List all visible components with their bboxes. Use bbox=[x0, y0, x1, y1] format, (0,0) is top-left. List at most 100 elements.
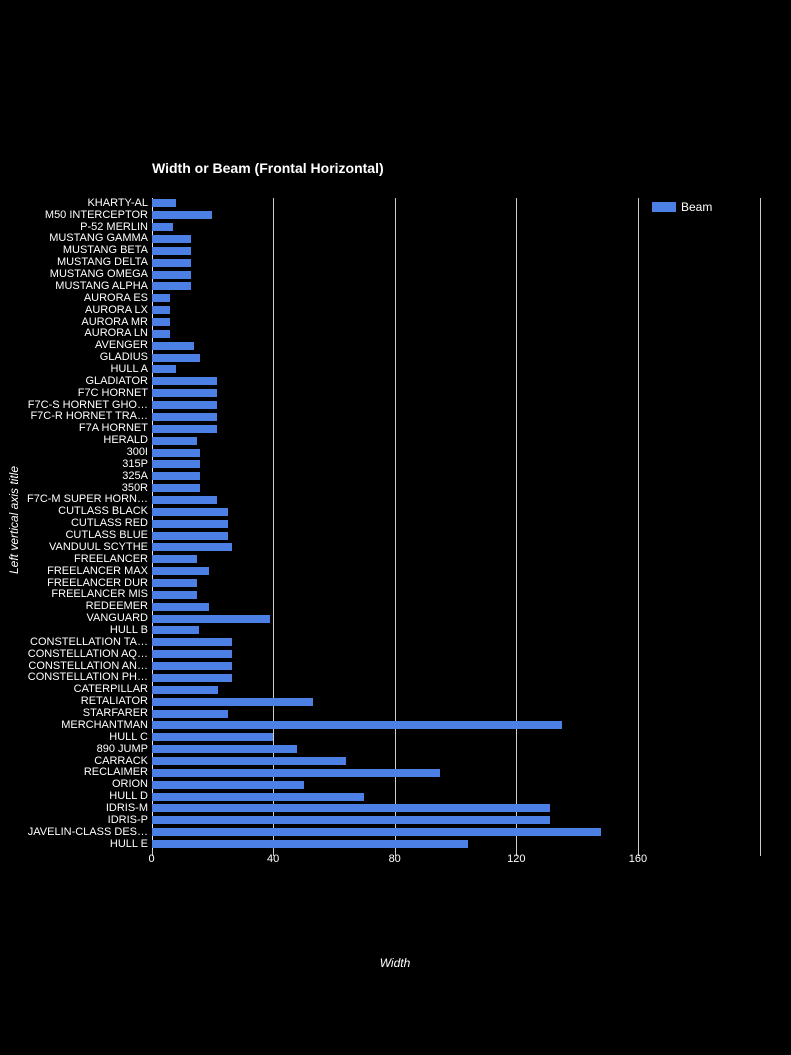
bar bbox=[151, 816, 550, 825]
category-label: REDEEMER bbox=[85, 600, 148, 613]
gridline bbox=[273, 198, 275, 850]
category-label: CONSTELLATION AQ… bbox=[27, 647, 148, 660]
category-label: GLADIUS bbox=[99, 351, 148, 363]
bar bbox=[151, 709, 228, 718]
category-label: RETALIATOR bbox=[80, 695, 148, 708]
bar bbox=[151, 567, 210, 576]
bar bbox=[151, 602, 210, 611]
category-label: STARFARER bbox=[82, 707, 148, 719]
category-label: HERALD bbox=[103, 434, 148, 447]
bar bbox=[151, 721, 562, 730]
category-label: F7C HORNET bbox=[77, 386, 148, 399]
bar bbox=[151, 673, 233, 682]
x-axis-title: Width bbox=[379, 956, 411, 970]
bar bbox=[151, 780, 304, 789]
bar bbox=[151, 412, 217, 421]
x-axis-tick bbox=[759, 850, 761, 856]
category-label: F7C-S HORNET GHO… bbox=[27, 398, 148, 411]
category-label: CONSTELLATION AN… bbox=[28, 659, 148, 672]
category-label: 890 JUMP bbox=[96, 742, 148, 755]
category-label: HULL A bbox=[110, 362, 148, 375]
category-label: HULL E bbox=[109, 837, 148, 850]
category-label: GLADIATOR bbox=[85, 374, 148, 387]
category-label: MUSTANG OMEGA bbox=[49, 268, 148, 280]
bar bbox=[151, 685, 219, 694]
category-label: 325A bbox=[122, 469, 148, 482]
category-label: AURORA ES bbox=[83, 291, 148, 304]
category-label: JAVELIN-CLASS DES… bbox=[27, 825, 148, 838]
bar bbox=[151, 472, 201, 481]
category-label: HULL D bbox=[109, 790, 148, 802]
bar bbox=[151, 306, 170, 315]
bar bbox=[151, 424, 217, 433]
category-label: AURORA MR bbox=[81, 315, 148, 328]
category-label: F7C-M SUPER HORN… bbox=[26, 493, 148, 506]
category-label: AURORA LX bbox=[85, 303, 148, 316]
bar bbox=[151, 234, 191, 243]
bar bbox=[151, 436, 198, 445]
category-label: AVENGER bbox=[95, 339, 148, 352]
category-label: KHARTY-AL bbox=[87, 196, 148, 209]
gridline bbox=[637, 198, 639, 850]
bar bbox=[151, 270, 191, 279]
bar bbox=[151, 626, 199, 635]
bar bbox=[151, 519, 228, 528]
category-label: MUSTANG GAMMA bbox=[49, 232, 148, 245]
bar bbox=[151, 757, 347, 765]
bar bbox=[151, 768, 441, 777]
category-label: CONSTELLATION TA… bbox=[30, 635, 148, 648]
bar bbox=[151, 662, 233, 670]
bar bbox=[151, 377, 217, 386]
category-label: MERCHANTMAN bbox=[61, 718, 148, 731]
category-label: CUTLASS RED bbox=[70, 517, 148, 530]
category-label: FREELANCER DUR bbox=[47, 576, 148, 589]
x-tick-label: 80 bbox=[388, 853, 401, 865]
bar bbox=[151, 733, 274, 742]
category-label: FREELANCER MIS bbox=[51, 588, 148, 601]
category-label: AURORA LN bbox=[84, 327, 148, 340]
category-label: MUSTANG BETA bbox=[62, 244, 148, 257]
category-label: F7A HORNET bbox=[78, 422, 148, 435]
chart-title: Width or Beam (Frontal Horizontal) bbox=[152, 160, 384, 176]
bar bbox=[151, 365, 176, 374]
bar bbox=[151, 353, 201, 362]
category-label: CATERPILLAR bbox=[73, 683, 148, 696]
bar bbox=[151, 282, 191, 291]
category-label: MUSTANG ALPHA bbox=[55, 279, 148, 292]
x-axis-tick bbox=[394, 850, 396, 856]
bar bbox=[151, 543, 233, 552]
legend-swatch-beam bbox=[652, 202, 676, 212]
category-label: VANDUUL SCYTHE bbox=[48, 540, 148, 553]
bar bbox=[151, 341, 195, 350]
category-label: 315P bbox=[122, 457, 148, 470]
bar bbox=[151, 460, 201, 469]
bar bbox=[151, 389, 217, 398]
x-axis-tick bbox=[516, 850, 518, 856]
legend-label: Beam bbox=[681, 200, 713, 214]
bar bbox=[151, 840, 468, 848]
category-label: CARRACK bbox=[94, 754, 148, 767]
bar bbox=[151, 828, 602, 837]
gridline bbox=[394, 198, 396, 850]
x-tick-label: 40 bbox=[266, 853, 280, 865]
x-tick-label: 120 bbox=[507, 853, 526, 865]
bar bbox=[151, 579, 198, 587]
bar bbox=[151, 448, 201, 457]
category-label: VANGUARD bbox=[86, 612, 148, 625]
bar bbox=[151, 650, 233, 659]
bar bbox=[151, 246, 191, 255]
category-label: F7C-R HORNET TRA… bbox=[30, 410, 148, 423]
category-label: CUTLASS BLACK bbox=[58, 505, 148, 518]
bar bbox=[151, 484, 201, 493]
category-label: CONSTELLATION PH… bbox=[27, 671, 148, 684]
category-label: IDRIS-P bbox=[107, 813, 148, 826]
gridline bbox=[516, 198, 518, 850]
bar bbox=[151, 555, 198, 564]
category-label: HULL C bbox=[109, 730, 148, 743]
bar bbox=[151, 223, 173, 231]
category-label: 350R bbox=[121, 481, 148, 494]
bar bbox=[151, 792, 365, 801]
bar bbox=[151, 199, 176, 208]
x-axis-tick bbox=[273, 850, 275, 856]
